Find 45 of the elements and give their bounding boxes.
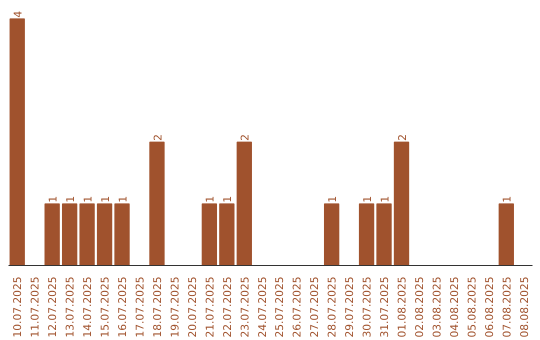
x-tick-label: 08.08.2025 bbox=[518, 276, 531, 338]
x-tick-label: 03.08.2025 bbox=[430, 276, 444, 338]
data-label: 1 bbox=[360, 196, 374, 203]
data-label: 1 bbox=[81, 196, 94, 203]
x-tick-label: 01.08.2025 bbox=[396, 276, 408, 338]
x-tick-label: 10.07.2025 bbox=[11, 276, 24, 338]
data-label: 2 bbox=[396, 134, 409, 141]
x-tick-label: 14.07.2025 bbox=[81, 276, 94, 338]
x-tick-label: 06.08.2025 bbox=[482, 276, 496, 338]
x-tick-label: 15.07.2025 bbox=[98, 276, 112, 338]
x-tick-label: 21.07.2025 bbox=[203, 276, 216, 338]
x-tick-label: 16.07.2025 bbox=[116, 276, 130, 338]
x-tick-label: 07.08.2025 bbox=[500, 276, 514, 338]
x-tick-label: 20.07.2025 bbox=[186, 276, 199, 338]
x-tick-label: 11.07.2025 bbox=[28, 276, 42, 338]
x-tick-label: 12.07.2025 bbox=[46, 276, 60, 338]
data-label: 1 bbox=[204, 196, 217, 203]
x-tick-label: 27.07.2025 bbox=[308, 276, 322, 338]
x-tick-label: 31.07.2025 bbox=[378, 276, 392, 338]
x-tick-label: 28.07.2025 bbox=[326, 276, 339, 338]
data-label: 1 bbox=[46, 196, 60, 203]
x-tick-label: 23.07.2025 bbox=[238, 276, 252, 338]
x-tick-label: 25.07.2025 bbox=[273, 276, 286, 338]
x-tick-label: 18.07.2025 bbox=[150, 276, 164, 338]
x-tick-label: 26.07.2025 bbox=[290, 276, 304, 338]
data-label: 1 bbox=[64, 196, 77, 203]
data-label: 1 bbox=[378, 196, 392, 203]
x-tick-label: 29.07.2025 bbox=[343, 276, 356, 338]
data-label: 1 bbox=[326, 196, 339, 203]
data-label: 4 bbox=[12, 10, 25, 18]
data-label: 1 bbox=[98, 196, 112, 203]
x-tick-label: 19.07.2025 bbox=[168, 276, 182, 338]
data-label: 1 bbox=[221, 196, 234, 203]
x-tick-label: 17.07.2025 bbox=[134, 276, 146, 338]
data-label: 2 bbox=[238, 134, 252, 141]
data-label: 2 bbox=[151, 134, 164, 141]
x-tick-label: 04.08.2025 bbox=[448, 276, 461, 338]
x-tick-label: 30.07.2025 bbox=[360, 276, 374, 338]
x-tick-label: 13.07.2025 bbox=[64, 276, 77, 338]
data-label: 1 bbox=[500, 196, 514, 203]
x-tick-label: 02.08.2025 bbox=[412, 276, 426, 338]
data-label: 1 bbox=[116, 196, 130, 203]
x-tick-label: 24.07.2025 bbox=[256, 276, 269, 338]
x-tick-label: 05.08.2025 bbox=[465, 276, 478, 338]
x-tick-label: 22.07.2025 bbox=[220, 276, 234, 338]
